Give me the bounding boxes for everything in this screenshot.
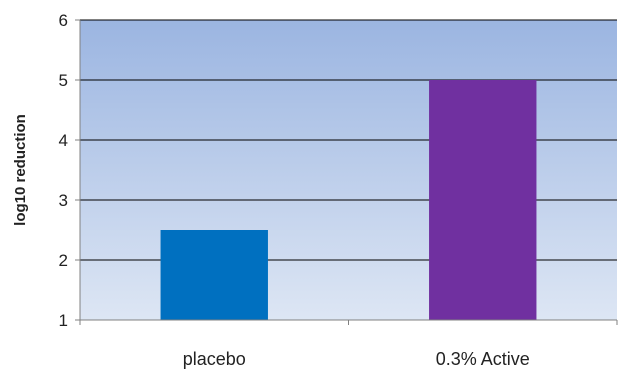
bar-0-3-active (429, 80, 537, 320)
bar-placebo (160, 230, 268, 320)
y-tick-label: 6 (59, 11, 68, 30)
bars (160, 80, 537, 320)
y-tick-label: 2 (59, 251, 68, 270)
x-tick-label: placebo (183, 349, 246, 369)
y-tick-label: 3 (59, 191, 68, 210)
x-tick-label: 0.3% Active (436, 349, 530, 369)
y-axis-title: log10 reduction (12, 114, 29, 226)
y-tick-label: 1 (59, 311, 68, 330)
labels: 1 2 3 4 5 6 placebo 0.3% Active (59, 11, 530, 369)
axes (75, 19, 618, 325)
y-tick-label: 5 (59, 71, 68, 90)
y-tick-label: 4 (59, 131, 68, 150)
